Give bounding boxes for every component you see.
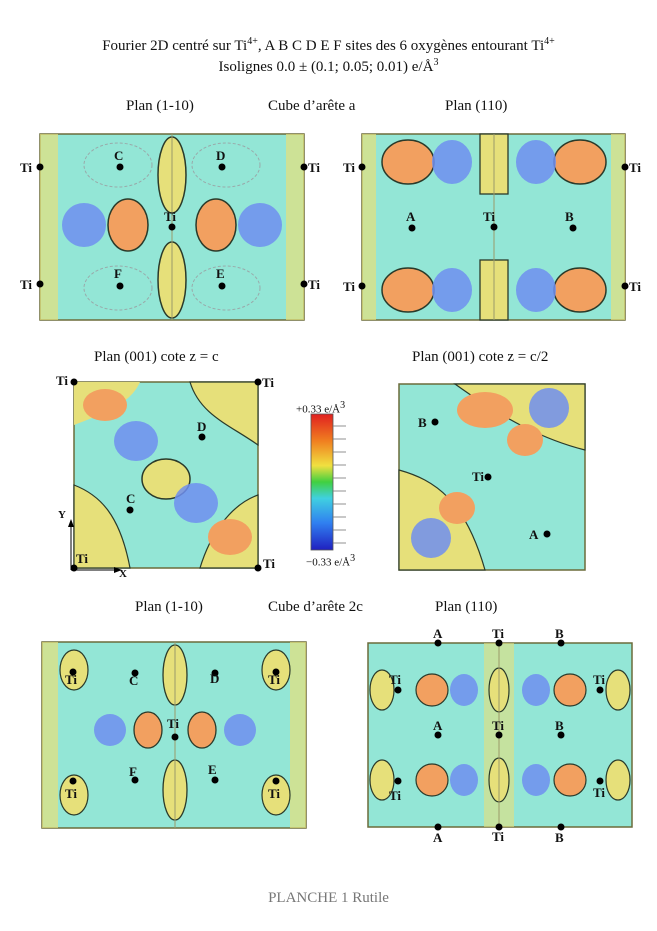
map-plan-001-z-c — [68, 378, 262, 573]
atom-ti: Ti — [472, 469, 485, 484]
title-sup: 4+ — [247, 36, 258, 47]
atom-a: A — [406, 209, 416, 224]
atom-b: B — [418, 415, 427, 430]
atom-ti: Ti — [76, 551, 89, 566]
atom-ti: Ti — [593, 785, 606, 800]
title-text-2: , A B C D E F sites des 6 oxygènes entou… — [257, 38, 545, 54]
atom-ti: Ti — [164, 209, 177, 224]
atom-ti: Ti — [56, 373, 69, 388]
title-line-2: Isolignes 0.0 ± (0.1; 0.05; 0.01) e/Å3 — [0, 57, 657, 76]
map-plan-110-cube-2c — [367, 639, 633, 831]
atom-c: C — [129, 673, 139, 688]
atom-a: A — [529, 527, 539, 542]
atom-ti: Ti — [629, 160, 642, 175]
colorbar-min-label: −0.33 e/Å3 — [306, 553, 356, 569]
atom-ti: Ti — [492, 718, 505, 733]
row1-right-label: Plan (110) — [445, 98, 508, 114]
atom-b: B — [555, 626, 564, 641]
atom-ti: Ti — [308, 160, 321, 175]
row1-left-label: Plan (1-10) — [126, 98, 194, 114]
atom-ti: Ti — [20, 277, 33, 292]
atom-ti: Ti — [268, 672, 281, 687]
title-line-1: Fourier 2D centré sur Ti4+, A B C D E F … — [0, 36, 657, 55]
row1-center-label: Cube d’arête a — [268, 98, 356, 114]
atom-d: D — [216, 148, 226, 163]
row3-right-label: Plan (110) — [435, 599, 498, 615]
atom-ti: Ti — [20, 160, 33, 175]
x-axis-label: X — [119, 568, 127, 580]
atom-ti: Ti — [389, 788, 402, 803]
atom-ti: Ti — [343, 160, 356, 175]
map-plan-110-cube-a — [358, 133, 629, 321]
atom-d: D — [197, 419, 207, 434]
atom-ti: Ti — [167, 716, 180, 731]
title-text: Fourier 2D centré sur Ti — [102, 38, 248, 54]
atom-d: D — [210, 671, 220, 686]
row3-center-label: Cube d’arête 2c — [268, 599, 363, 615]
map-plan-1-10-cube-2c — [41, 641, 307, 829]
atom-ti: Ti — [268, 786, 281, 801]
footer-caption: PLANCHE 1 Rutile — [268, 890, 389, 906]
atom-ti: Ti — [65, 786, 78, 801]
row2-left-label: Plan (001) cote z = c — [94, 349, 219, 365]
atom-a: A — [433, 830, 443, 845]
colorbar — [310, 413, 346, 551]
atom-ti: Ti — [308, 277, 321, 292]
atom-a: A — [433, 718, 443, 733]
atom-e: E — [208, 762, 217, 777]
atom-f: F — [129, 764, 137, 779]
row2-right-label: Plan (001) cote z = c/2 — [412, 349, 549, 365]
atom-ti: Ti — [65, 672, 78, 687]
atom-ti: Ti — [593, 672, 606, 687]
atom-ti: Ti — [389, 672, 402, 687]
map-plan-1-10-cube-a — [36, 133, 308, 321]
atom-a: A — [433, 626, 443, 641]
atom-f: F — [114, 266, 122, 281]
isolines-text: Isolignes 0.0 ± (0.1; 0.05; 0.01) e/Å — [218, 59, 434, 75]
title-sup-2: 4+ — [544, 36, 555, 47]
atom-ti: Ti — [262, 375, 275, 390]
atom-ti: Ti — [343, 279, 356, 294]
isolines-sup: 3 — [433, 57, 439, 68]
colorbar-max-label: +0.33 e/Å3 — [296, 400, 346, 416]
atom-b: B — [555, 718, 564, 733]
map-plan-001-z-c2 — [398, 383, 586, 571]
row3-left-label: Plan (1-10) — [135, 599, 203, 615]
atom-c: C — [114, 148, 124, 163]
atom-e: E — [216, 266, 225, 281]
atom-ti: Ti — [263, 556, 276, 571]
atom-ti: Ti — [483, 209, 496, 224]
atom-b: B — [555, 830, 564, 845]
y-axis-label: Y — [58, 509, 66, 521]
atom-ti: Ti — [629, 279, 642, 294]
atom-ti: Ti — [492, 829, 505, 844]
atom-c: C — [126, 491, 136, 506]
atom-b: B — [565, 209, 574, 224]
atom-ti: Ti — [492, 626, 505, 641]
